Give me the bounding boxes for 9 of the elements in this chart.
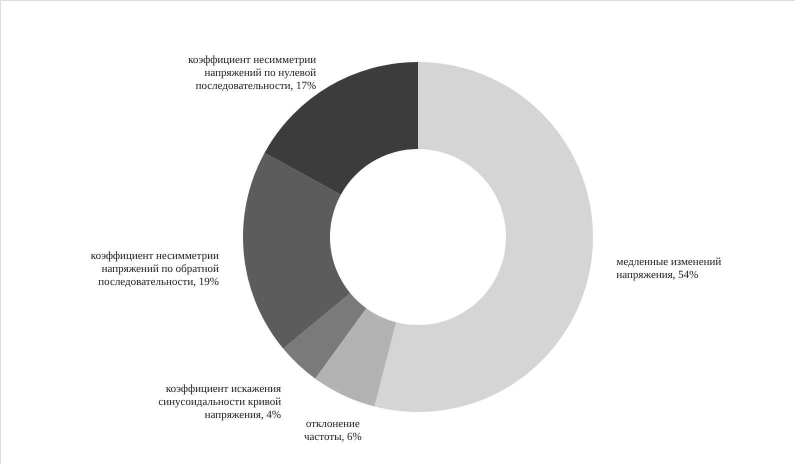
donut-slice: [374, 62, 593, 412]
slice-label: коэффициент несимметрии напряжений по нулевой последовательности, 17%: [188, 54, 316, 92]
slice-label: коэффициент искажения синусоидальности кривой напряжения, 4%: [158, 382, 282, 421]
donut-slice: [315, 308, 396, 406]
slice-label: отклонение частоты, 6%: [304, 418, 362, 443]
donut-slice: [283, 293, 366, 379]
slice-label: медленные изменений напряжения, 54%: [616, 256, 722, 282]
donut-slice: [243, 152, 350, 349]
slice-label: коэффициент несимметрии напряжений по обратной последовательности, 19%: [90, 250, 219, 288]
